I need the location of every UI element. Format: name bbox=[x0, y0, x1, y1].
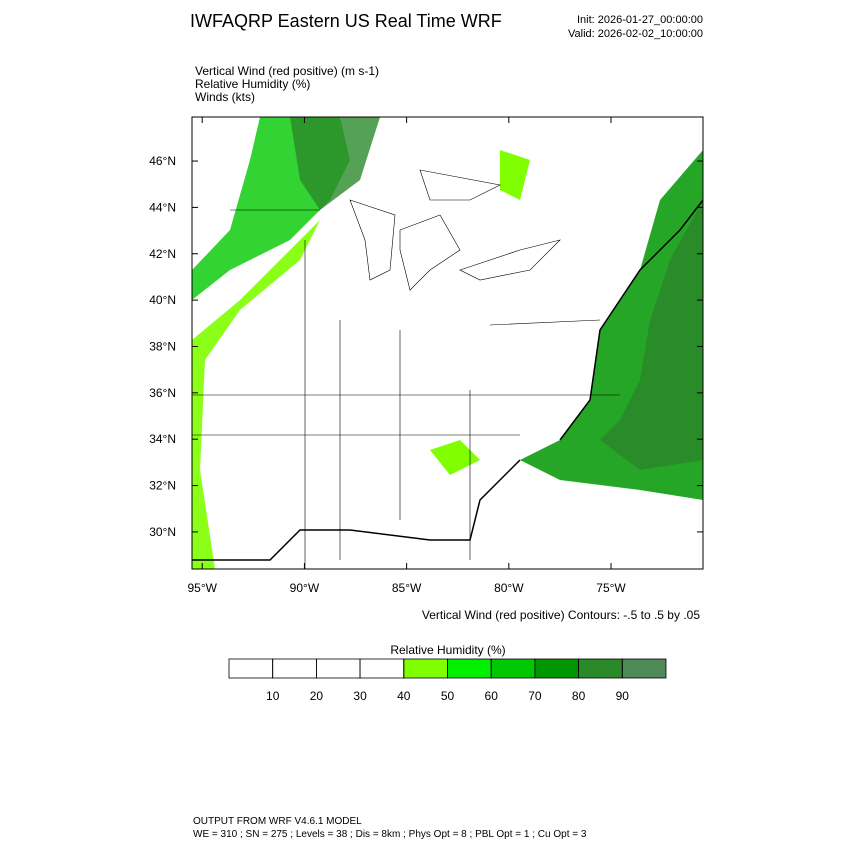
footer-line: OUTPUT FROM WRF V4.6.1 MODEL bbox=[193, 816, 362, 827]
valid-time: Valid: 2026-02-02_10:00:00 bbox=[568, 28, 703, 40]
colorbar-label: 90 bbox=[616, 689, 630, 703]
colorbar-box bbox=[359, 658, 405, 679]
footer-line: WE = 310 ; SN = 275 ; Levels = 38 ; Dis … bbox=[193, 829, 587, 840]
lon-label: 75°W bbox=[596, 581, 626, 595]
lon-label: 80°W bbox=[494, 581, 524, 595]
lat-label: 32°N bbox=[149, 479, 176, 493]
title: IWFAQRP Eastern US Real Time WRF bbox=[190, 11, 502, 31]
colorbar-box bbox=[447, 658, 492, 679]
lon-label: 85°W bbox=[392, 581, 422, 595]
lat-label: 38°N bbox=[149, 339, 176, 353]
field-label: Vertical Wind (red positive) (m s-1) bbox=[195, 64, 379, 78]
colorbar-label: 10 bbox=[266, 689, 280, 703]
lat-label: 36°N bbox=[149, 386, 176, 400]
field-label: Winds (kts) bbox=[195, 90, 255, 104]
colorbar-box bbox=[272, 658, 317, 679]
field-label: Relative Humidity (%) bbox=[195, 77, 310, 91]
colorbar-label: 80 bbox=[572, 689, 586, 703]
boundaries bbox=[192, 169, 703, 569]
lat-label: 44°N bbox=[149, 200, 176, 214]
lat-label: 34°N bbox=[149, 432, 176, 446]
init-time: Init: 2026-01-27_00:00:00 bbox=[577, 14, 703, 26]
colorbar-box bbox=[228, 658, 274, 679]
lat-label: 40°N bbox=[149, 293, 176, 307]
lon-label: 95°W bbox=[187, 581, 217, 595]
lat-label: 46°N bbox=[149, 154, 176, 168]
colorbar-label: 70 bbox=[528, 689, 542, 703]
colorbar-box bbox=[534, 658, 580, 679]
colorbar-box bbox=[621, 658, 667, 679]
colorbar-box bbox=[403, 658, 448, 679]
colorbar-label: 50 bbox=[441, 689, 455, 703]
humidity-fill bbox=[192, 117, 703, 569]
colorbar-label: 20 bbox=[310, 689, 324, 703]
colorbar-box bbox=[490, 658, 536, 679]
lon-label: 90°W bbox=[290, 581, 320, 595]
colorbar-label: 40 bbox=[397, 689, 411, 703]
map-frame bbox=[191, 116, 704, 570]
map-area bbox=[191, 116, 704, 570]
colorbar-label: 30 bbox=[353, 689, 367, 703]
contour-note: Vertical Wind (red positive) Contours: -… bbox=[422, 608, 700, 622]
lat-label: 42°N bbox=[149, 247, 176, 261]
colorbar-label: 60 bbox=[485, 689, 499, 703]
lat-label: 30°N bbox=[149, 525, 176, 539]
colorbar-title: Relative Humidity (%) bbox=[390, 643, 505, 657]
colorbar-box bbox=[578, 658, 623, 679]
colorbar-box bbox=[315, 658, 361, 679]
